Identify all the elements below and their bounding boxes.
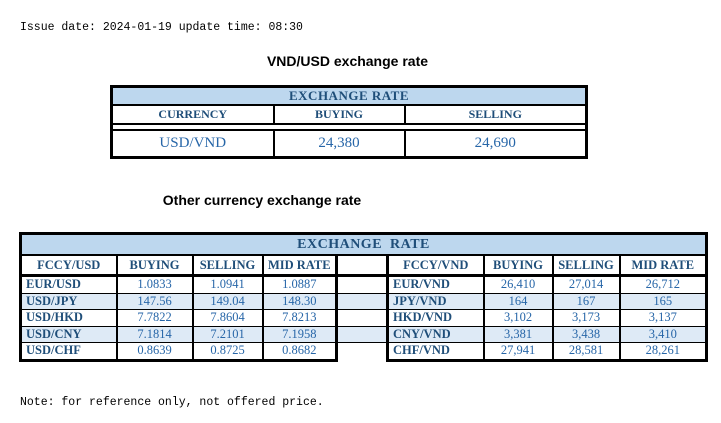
rate-value-cell: 0.8639 <box>115 342 194 362</box>
spacer-cell <box>109 123 589 131</box>
header-row: FCCY/USD BUYING SELLING MID RATE FCCY/VN… <box>19 254 709 277</box>
rate-value-cell: 7.1958 <box>261 325 338 343</box>
rate-value-cell: 0.8682 <box>261 342 338 362</box>
table-row: USD/HKD 7.7822 7.8604 7.8213 HKD/VND 3,1… <box>19 309 709 327</box>
rate-value-cell: 26,712 <box>618 275 709 294</box>
rate-value-cell: 24,690 <box>403 129 589 159</box>
rate-value-cell: 149.04 <box>191 292 264 310</box>
column-header-selling: SELLING <box>551 254 621 277</box>
rate-value-cell: 164 <box>482 292 554 310</box>
rate-value-cell: 28,581 <box>551 342 621 362</box>
gap-cell <box>335 342 389 360</box>
vnd-usd-exchange-rate-table: EXCHANGE RATE CURRENCY BUYING SELLING US… <box>109 85 589 159</box>
column-header-buying: BUYING <box>482 254 554 277</box>
rate-value-cell: 167 <box>551 292 621 310</box>
rate-value-cell: 7.8604 <box>191 309 264 327</box>
column-header-buying: BUYING <box>272 104 406 125</box>
currency-pair-cell: USD/VND <box>110 129 275 159</box>
column-header-currency: CURRENCY <box>110 104 275 125</box>
table-row: EUR/USD 1.0833 1.0941 1.0887 EUR/VND 26,… <box>19 275 709 294</box>
rate-value-cell: 1.0941 <box>191 275 264 294</box>
note-text: Note: for reference only, not offered pr… <box>20 396 324 409</box>
table-title-row: EXCHANGE RATE <box>18 232 709 256</box>
other-currency-section-title: Other currency exchange rate <box>162 192 362 208</box>
gap-cell <box>335 255 389 277</box>
currency-pair-cell: CHF/VND <box>386 342 485 362</box>
rate-value-cell: 3,102 <box>482 309 554 327</box>
table-row: USD/CNY 7.1814 7.2101 7.1958 CNY/VND 3,3… <box>19 325 709 343</box>
table-row: USD/VND 24,380 24,690 <box>110 129 589 159</box>
rate-value-cell: 148.30 <box>261 292 338 310</box>
currency-pair-cell: EUR/USD <box>19 275 118 294</box>
table-title: EXCHANGE RATE <box>109 85 589 106</box>
column-header-mid-rate: MID RATE <box>261 254 338 277</box>
column-header-selling: SELLING <box>403 104 589 125</box>
rate-value-cell: 3,173 <box>551 309 621 327</box>
gap-cell <box>335 325 389 343</box>
gap-cell <box>335 309 389 327</box>
gap-cell <box>335 275 389 294</box>
spacer-row <box>109 123 589 131</box>
rate-value-cell: 28,261 <box>618 342 709 362</box>
table-row: USD/CHF 0.8639 0.8725 0.8682 CHF/VND 27,… <box>19 342 709 362</box>
table-title-row: EXCHANGE RATE <box>109 85 589 106</box>
rate-value-cell: 0.8725 <box>191 342 264 362</box>
rate-value-cell: 3,438 <box>551 325 621 343</box>
rate-value-cell: 3,381 <box>482 325 554 343</box>
rate-value-cell: 24,380 <box>272 129 406 159</box>
currency-pair-cell: JPY/VND <box>386 292 485 310</box>
column-header-mid-rate: MID RATE <box>618 254 709 277</box>
rate-value-cell: 1.0887 <box>261 275 338 294</box>
vnd-usd-section-title: VND/USD exchange rate <box>266 53 429 69</box>
rate-value-cell: 165 <box>618 292 709 310</box>
rate-value-cell: 7.2101 <box>191 325 264 343</box>
currency-pair-cell: HKD/VND <box>386 309 485 327</box>
rate-value-cell: 1.0833 <box>115 275 194 294</box>
currency-pair-cell: CNY/VND <box>386 325 485 343</box>
table-title: EXCHANGE RATE <box>18 232 709 256</box>
column-header-fccy-vnd: FCCY/VND <box>386 254 485 277</box>
column-header-selling: SELLING <box>191 254 264 277</box>
currency-pair-cell: USD/CNY <box>19 325 118 343</box>
rate-value-cell: 26,410 <box>482 275 554 294</box>
currency-pair-cell: USD/JPY <box>19 292 118 310</box>
rate-value-cell: 3,410 <box>618 325 709 343</box>
gap-cell <box>335 292 389 310</box>
currency-pair-cell: USD/CHF <box>19 342 118 362</box>
header-row: CURRENCY BUYING SELLING <box>110 104 589 125</box>
rate-value-cell: 27,014 <box>551 275 621 294</box>
currency-pair-cell: USD/HKD <box>19 309 118 327</box>
issue-date-text: Issue date: 2024-01-19 update time: 08:3… <box>20 21 303 34</box>
rate-value-cell: 7.1814 <box>115 325 194 343</box>
rate-value-cell: 7.7822 <box>115 309 194 327</box>
column-header-fccy-usd: FCCY/USD <box>19 254 118 277</box>
column-header-buying: BUYING <box>115 254 194 277</box>
other-currency-exchange-rate-table: EXCHANGE RATE FCCY/USD BUYING SELLING MI… <box>18 232 709 362</box>
rate-value-cell: 27,941 <box>482 342 554 362</box>
rate-value-cell: 7.8213 <box>261 309 338 327</box>
rate-value-cell: 3,137 <box>618 309 709 327</box>
rate-value-cell: 147.56 <box>115 292 194 310</box>
table-row: USD/JPY 147.56 149.04 148.30 JPY/VND 164… <box>19 292 709 310</box>
currency-pair-cell: EUR/VND <box>386 275 485 294</box>
